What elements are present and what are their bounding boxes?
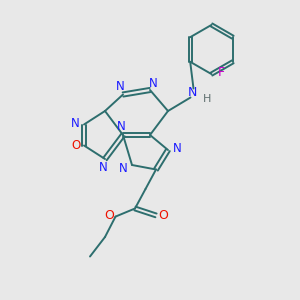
Text: N: N	[99, 161, 108, 174]
Text: N: N	[148, 77, 158, 90]
Text: N: N	[172, 142, 182, 155]
Text: O: O	[104, 208, 114, 222]
Text: N: N	[116, 80, 124, 94]
Text: F: F	[218, 66, 225, 79]
Text: N: N	[119, 161, 128, 175]
Text: O: O	[71, 139, 80, 152]
Text: O: O	[159, 209, 168, 222]
Text: N: N	[187, 86, 197, 100]
Text: H: H	[203, 94, 211, 104]
Text: N: N	[71, 116, 80, 130]
Text: N: N	[117, 120, 126, 133]
